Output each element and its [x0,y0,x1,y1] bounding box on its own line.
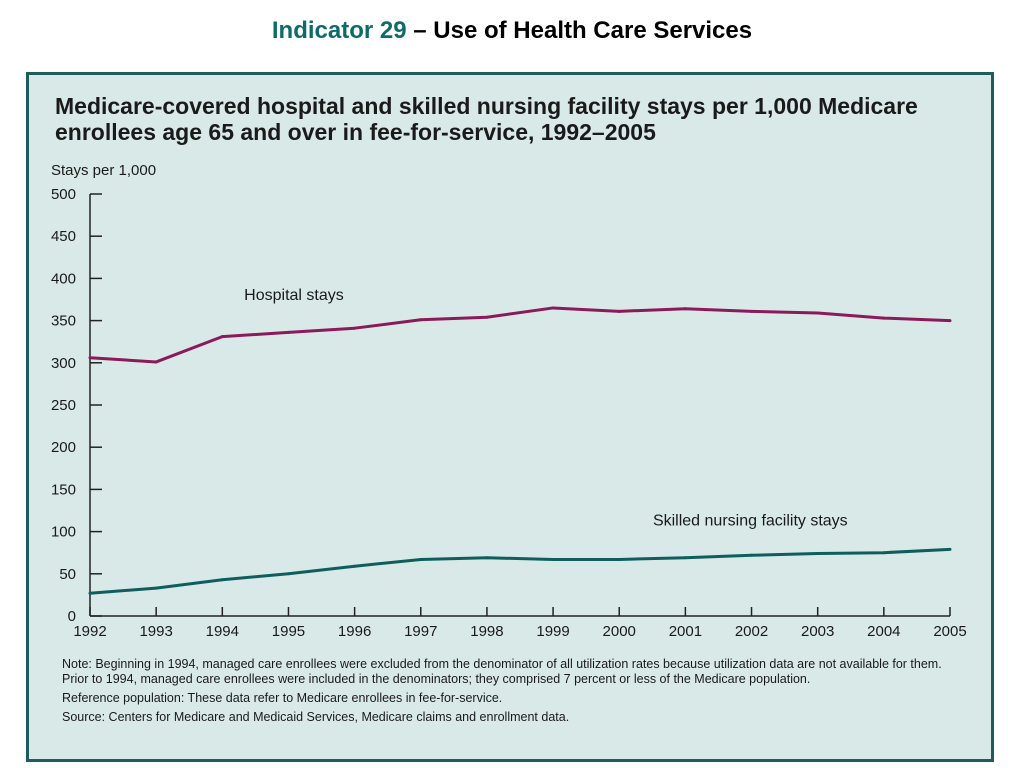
data-point [816,311,820,315]
data-point [683,556,687,560]
data-point [353,564,357,568]
y-tick-label: 200 [51,439,76,456]
x-tick-label: 1997 [404,623,437,640]
y-tick-label: 500 [51,186,76,203]
x-tick-label: 2001 [669,623,702,640]
data-point [816,552,820,556]
slide-title-text: – Use of Health Care Services [406,17,753,44]
y-tick-label: 150 [51,481,76,498]
data-point [154,586,158,590]
chart-title: Medicare-covered hospital and skilled nu… [55,93,918,145]
data-point [948,547,952,551]
figure-panel: Medicare-covered hospital and skilled nu… [26,72,994,762]
source-text: Source: Centers for Medicare and Medicai… [62,710,570,724]
y-tick-label: 400 [51,270,76,287]
x-tick-label: 2003 [801,623,834,640]
x-tick-label: 2004 [867,623,900,640]
x-tick-label: 2000 [603,623,636,640]
data-point [948,319,952,323]
y-tick-label: 350 [51,313,76,330]
series-label: Skilled nursing facility stays [653,513,848,530]
data-point [485,556,489,560]
y-tick-label: 300 [51,355,76,372]
series-line [89,306,951,364]
line-chart: Stays per 1,000 0 50 100 150 200 250 300 350 400 4… [51,162,967,640]
data-point [88,356,92,360]
y-tick-label: 0 [68,608,76,625]
reference-population-text: Reference population: These data refer t… [62,691,503,705]
chart-notes: Note: Beginning in 1994, managed care en… [62,657,962,729]
slide-title: Indicator 29 – Use of Health Care Servic… [0,17,1024,45]
data-point [683,307,687,311]
y-tick-label: 50 [59,566,76,583]
x-tick-label: 1998 [470,623,503,640]
indicator-label: Indicator 29 [271,17,407,44]
data-point [485,315,489,319]
data-point [750,309,754,313]
data-point [617,557,621,561]
x-tick-label: 2002 [735,623,768,640]
data-point [617,309,621,313]
x-tick-label: 2005 [933,623,966,640]
series-line [89,547,951,595]
x-tick-label: 1995 [272,623,305,640]
x-tick-label: 1999 [536,623,569,640]
data-point [220,578,224,582]
note-text: Note: Beginning in 1994, managed care en… [62,657,942,686]
series-label: Hospital stays [244,287,344,304]
y-axis-label: Stays per 1,000 [51,162,156,179]
data-point [882,316,886,320]
data-point [353,326,357,330]
data-point [220,335,224,339]
data-point [88,591,92,595]
data-point [419,557,423,561]
x-tick-label: 1992 [73,623,106,640]
data-point [154,360,158,364]
data-point [286,330,290,334]
data-point [551,306,555,310]
y-tick-label: 100 [51,524,76,541]
data-point [551,557,555,561]
x-tick-label: 1993 [139,623,172,640]
x-tick-label: 1994 [206,623,239,640]
data-point [882,551,886,555]
x-tick-label: 1996 [338,623,371,640]
data-point [750,553,754,557]
y-tick-label: 450 [51,228,76,245]
data-point [419,318,423,322]
y-tick-label: 250 [51,397,76,414]
data-point [286,572,290,576]
